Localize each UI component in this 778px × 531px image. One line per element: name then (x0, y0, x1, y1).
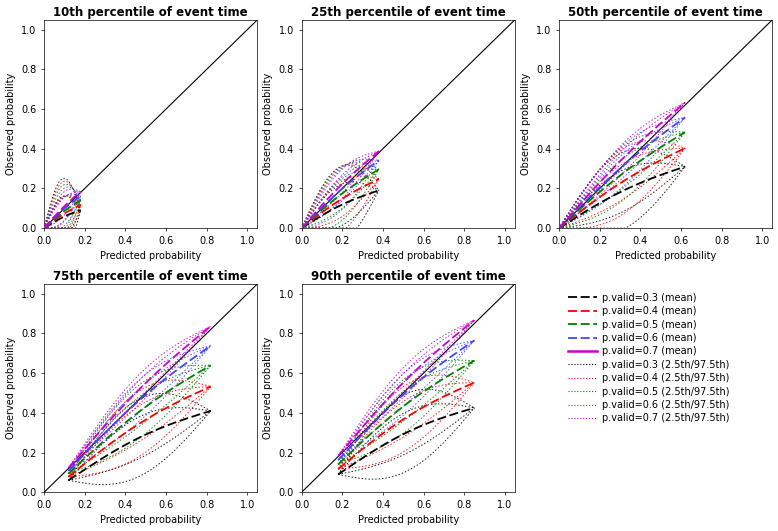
Legend: p.valid=0.3 (mean), p.valid=0.4 (mean), p.valid=0.5 (mean), p.valid=0.6 (mean), : p.valid=0.3 (mean), p.valid=0.4 (mean), … (568, 293, 730, 424)
Title: 50th percentile of event time: 50th percentile of event time (569, 5, 763, 19)
Y-axis label: Observed probability: Observed probability (5, 73, 16, 175)
X-axis label: Predicted probability: Predicted probability (100, 251, 202, 261)
Y-axis label: Observed probability: Observed probability (520, 73, 531, 175)
X-axis label: Predicted probability: Predicted probability (100, 516, 202, 526)
Title: 90th percentile of event time: 90th percentile of event time (311, 270, 506, 282)
Title: 10th percentile of event time: 10th percentile of event time (54, 5, 248, 19)
X-axis label: Predicted probability: Predicted probability (358, 251, 459, 261)
X-axis label: Predicted probability: Predicted probability (358, 516, 459, 526)
Title: 75th percentile of event time: 75th percentile of event time (54, 270, 248, 282)
X-axis label: Predicted probability: Predicted probability (615, 251, 717, 261)
Y-axis label: Observed probability: Observed probability (263, 337, 273, 439)
Y-axis label: Observed probability: Observed probability (5, 337, 16, 439)
Title: 25th percentile of event time: 25th percentile of event time (311, 5, 506, 19)
Y-axis label: Observed probability: Observed probability (263, 73, 273, 175)
